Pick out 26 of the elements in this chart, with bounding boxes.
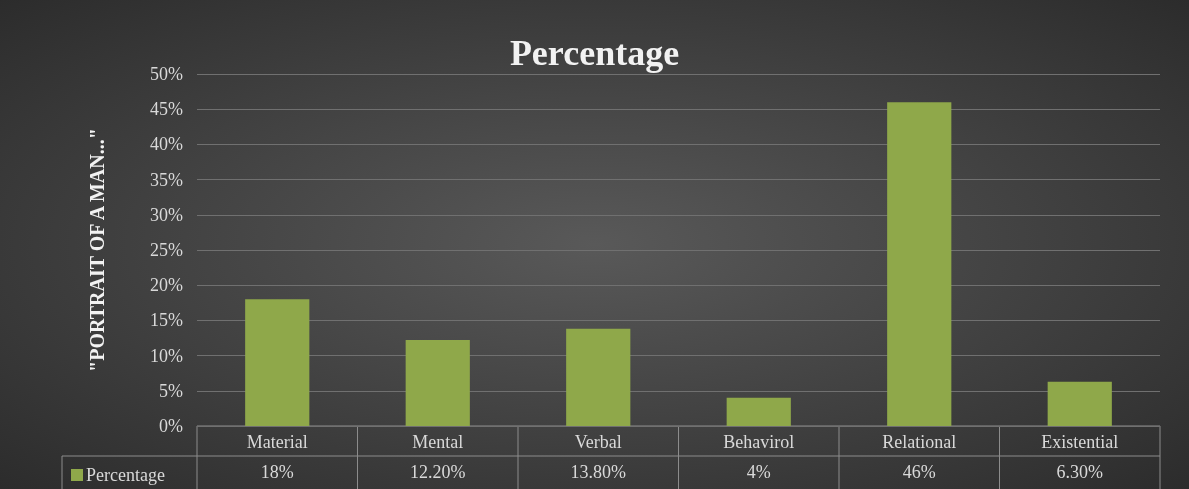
y-tick-label: 45%: [150, 99, 183, 120]
y-tick-label: 40%: [150, 134, 183, 155]
data-label: 13.80%: [570, 462, 626, 482]
x-tick-label: Mental: [412, 432, 464, 452]
y-tick-label: 0%: [159, 416, 183, 436]
y-axis-title: "PORTRAIT OF A MAN...": [86, 128, 108, 372]
y-tick-label: 10%: [150, 345, 183, 366]
data-label: 6.30%: [1056, 462, 1103, 482]
data-label: 4%: [746, 462, 771, 482]
x-tick-label: Verbal: [574, 432, 622, 452]
data-label: 12.20%: [410, 462, 466, 482]
y-tick-label: 50%: [150, 64, 183, 84]
legend-label: Percentage: [86, 465, 165, 485]
data-label: 46%: [902, 462, 936, 482]
x-tick-label: Behavirol: [723, 432, 795, 452]
chart-title: Percentage: [509, 33, 680, 73]
x-tick-label: Material: [246, 432, 308, 452]
x-tick-label: Relational: [882, 432, 957, 452]
y-tick-label: 15%: [150, 310, 183, 331]
y-tick-label: 25%: [150, 240, 183, 260]
data-label: 18%: [260, 462, 294, 482]
y-tick-label: 20%: [150, 275, 183, 296]
y-tick-label: 5%: [159, 380, 183, 401]
y-tick-label: 35%: [150, 169, 183, 190]
y-tick-label: 30%: [150, 204, 183, 225]
x-tick-label: Existential: [1041, 432, 1119, 452]
